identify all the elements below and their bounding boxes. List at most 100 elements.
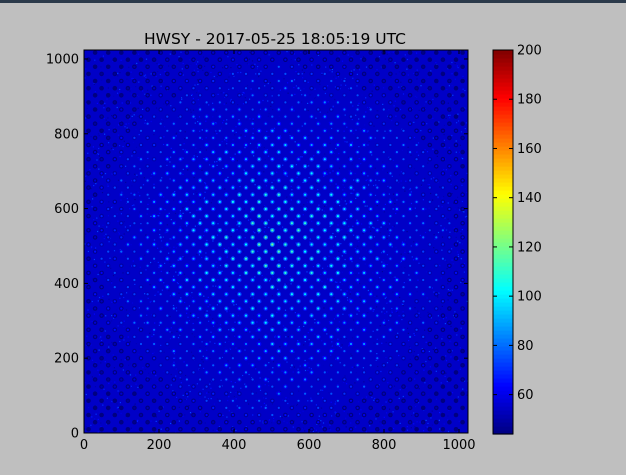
spot xyxy=(258,215,261,218)
noise-pixel xyxy=(373,198,375,200)
noise-pixel xyxy=(289,135,291,137)
spot xyxy=(271,257,274,260)
noise-pixel xyxy=(284,283,286,285)
noise-pixel xyxy=(387,382,389,384)
noise-pixel xyxy=(169,178,171,180)
noise-pixel xyxy=(117,186,120,188)
noise-pixel xyxy=(124,226,126,228)
noise-pixel xyxy=(161,362,163,364)
noise-pixel xyxy=(224,96,226,98)
noise-pixel xyxy=(331,68,333,71)
spot xyxy=(264,364,267,367)
spot xyxy=(448,392,451,395)
spot xyxy=(277,250,280,253)
spot xyxy=(376,371,379,374)
noise-pixel xyxy=(384,58,386,60)
noise-pixel xyxy=(176,419,178,421)
noise-pixel xyxy=(340,84,342,86)
noise-pixel xyxy=(235,188,237,190)
spot xyxy=(395,293,398,296)
spot xyxy=(409,222,412,225)
spot xyxy=(113,172,116,175)
spot xyxy=(205,158,208,161)
spot xyxy=(448,321,451,324)
noise-pixel xyxy=(249,298,252,300)
noise-pixel xyxy=(407,152,409,154)
noise-pixel xyxy=(460,327,462,329)
spot xyxy=(382,392,385,395)
noise-pixel xyxy=(150,120,152,123)
spot xyxy=(369,222,372,225)
noise-pixel xyxy=(386,53,388,55)
noise-pixel xyxy=(327,265,329,267)
spot xyxy=(139,271,143,274)
spot xyxy=(251,293,254,296)
noise-pixel xyxy=(265,397,267,399)
noise-pixel xyxy=(102,224,104,226)
noise-pixel xyxy=(91,416,93,418)
noise-pixel xyxy=(95,413,97,415)
noise-pixel xyxy=(123,337,125,339)
noise-pixel xyxy=(447,202,449,204)
noise-pixel xyxy=(437,175,439,178)
noise-pixel xyxy=(229,313,231,315)
noise-pixel xyxy=(100,66,102,68)
noise-pixel xyxy=(428,333,430,335)
noise-pixel xyxy=(342,313,344,315)
noise-pixel xyxy=(196,156,198,158)
noise-pixel xyxy=(459,242,461,244)
noise-pixel xyxy=(454,63,456,65)
noise-pixel xyxy=(361,171,363,173)
noise-pixel xyxy=(221,356,223,359)
noise-pixel xyxy=(252,118,254,120)
noise-pixel xyxy=(268,378,270,380)
noise-pixel xyxy=(425,271,427,273)
spot xyxy=(448,264,451,267)
noise-pixel xyxy=(230,279,232,281)
noise-pixel xyxy=(219,324,222,326)
noise-pixel xyxy=(173,246,175,248)
spot xyxy=(113,300,116,303)
spot xyxy=(422,250,425,253)
spot xyxy=(363,314,366,317)
spot xyxy=(330,293,333,296)
spot xyxy=(238,421,241,424)
noise-pixel xyxy=(346,297,348,299)
noise-pixel xyxy=(91,246,93,248)
noise-pixel xyxy=(275,189,277,191)
noise-pixel xyxy=(201,129,203,131)
noise-pixel xyxy=(317,431,319,433)
spot xyxy=(284,300,287,303)
noise-pixel xyxy=(386,412,388,414)
spot xyxy=(441,186,444,189)
spot xyxy=(166,314,169,317)
noise-pixel xyxy=(322,397,324,399)
spot xyxy=(205,357,208,360)
noise-pixel xyxy=(276,163,279,165)
noise-pixel xyxy=(207,170,209,172)
noise-pixel xyxy=(298,64,300,66)
noise-pixel xyxy=(215,123,218,125)
noise-pixel xyxy=(117,325,119,327)
noise-pixel xyxy=(394,276,396,278)
noise-pixel xyxy=(103,107,105,109)
noise-pixel xyxy=(285,397,287,399)
noise-pixel xyxy=(110,147,112,150)
spot xyxy=(87,200,90,203)
noise-pixel xyxy=(353,335,355,337)
noise-pixel xyxy=(91,270,94,272)
noise-pixel xyxy=(173,353,175,355)
noise-pixel xyxy=(428,350,430,353)
noise-pixel xyxy=(454,226,456,228)
noise-pixel xyxy=(308,165,310,167)
spot xyxy=(336,286,339,289)
spot xyxy=(139,286,143,289)
noise-pixel xyxy=(240,71,242,74)
spot xyxy=(107,321,110,324)
noise-pixel xyxy=(169,261,171,263)
noise-pixel xyxy=(273,242,275,244)
spot xyxy=(441,371,444,374)
noise-pixel xyxy=(427,311,429,313)
noise-pixel xyxy=(393,170,395,172)
noise-pixel xyxy=(203,231,205,233)
